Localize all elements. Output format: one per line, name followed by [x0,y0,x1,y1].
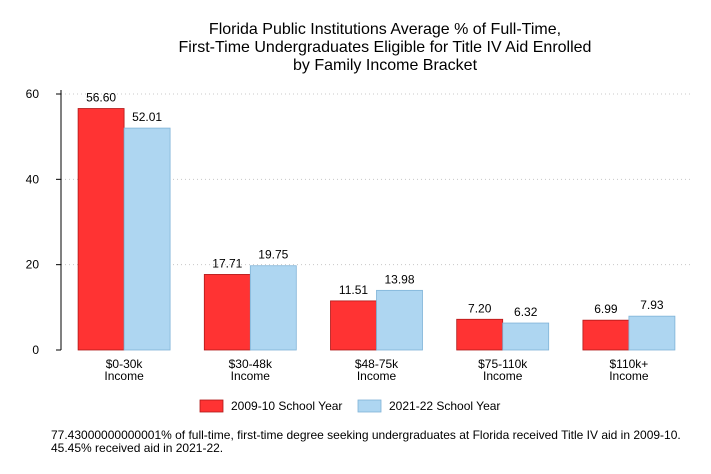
bars [77,108,676,351]
category-label: Income [231,369,271,383]
category-label: $48-75k [355,357,399,371]
chart-title-line-1: Florida Public Institutions Average % of… [209,21,561,38]
bar [582,319,630,351]
category-label: $0-30k [106,357,144,371]
data-label: 6.99 [594,302,618,316]
bar [249,265,297,351]
category-label: Income [609,369,649,383]
x-axis-labels: $0-30kIncome$30-48kIncome$48-75kIncome$7… [104,357,648,383]
bar [77,108,125,351]
data-label: 7.20 [468,301,492,315]
data-label: 19.75 [258,248,288,262]
data-label: 11.51 [339,283,368,297]
data-label: 52.01 [132,110,162,124]
chart-title-line-3: by Family Income Bracket [293,57,478,74]
category-label: $75-110k [478,357,528,371]
legend-swatch [199,399,224,413]
y-tick-label: 20 [26,258,40,272]
category-label: Income [483,369,523,383]
legend-label: 2009-10 School Year [231,399,342,413]
bar [628,315,676,351]
legend-swatch [357,399,382,413]
bar [456,318,504,351]
data-label: 6.32 [514,305,538,319]
data-labels: 56.60 52.01 17.71 19.75 11.51 13.98 7.20 6.32 6.… [86,91,664,320]
bar [502,322,550,351]
bar [203,274,251,351]
category-label: $30-48k [229,357,273,371]
y-axis: 0 20 40 60 [26,87,62,357]
category-label: $110k+ [609,357,648,371]
bar [376,289,423,351]
data-label: 7.93 [640,298,664,312]
category-label: Income [357,369,397,383]
bar [330,300,377,351]
data-label: 17.71 [212,256,242,270]
bar [123,127,171,351]
footnote: 77.43000000000001% of full-time, first-t… [51,428,681,455]
y-tick-label: 60 [26,87,40,101]
legend: 2009-10 School Year 2021-22 School Year [199,399,500,413]
y-tick-label: 0 [32,343,39,357]
category-label: Income [104,369,144,383]
y-tick-label: 40 [26,172,40,186]
chart-title-line-2: First-Time Undergraduates Eligible for T… [179,39,592,56]
data-label: 56.60 [86,91,116,105]
data-label: 13.98 [384,272,414,286]
legend-label: 2021-22 School Year [389,399,500,413]
